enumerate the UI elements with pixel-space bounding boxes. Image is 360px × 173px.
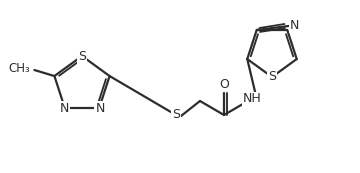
Text: N: N [290,20,300,33]
Text: S: S [78,49,86,62]
Text: O: O [219,78,229,90]
Text: N: N [95,102,105,115]
Text: NH: NH [243,93,261,106]
Text: CH₃: CH₃ [9,62,30,75]
Text: S: S [268,71,276,84]
Text: N: N [59,102,69,115]
Text: S: S [172,108,180,121]
